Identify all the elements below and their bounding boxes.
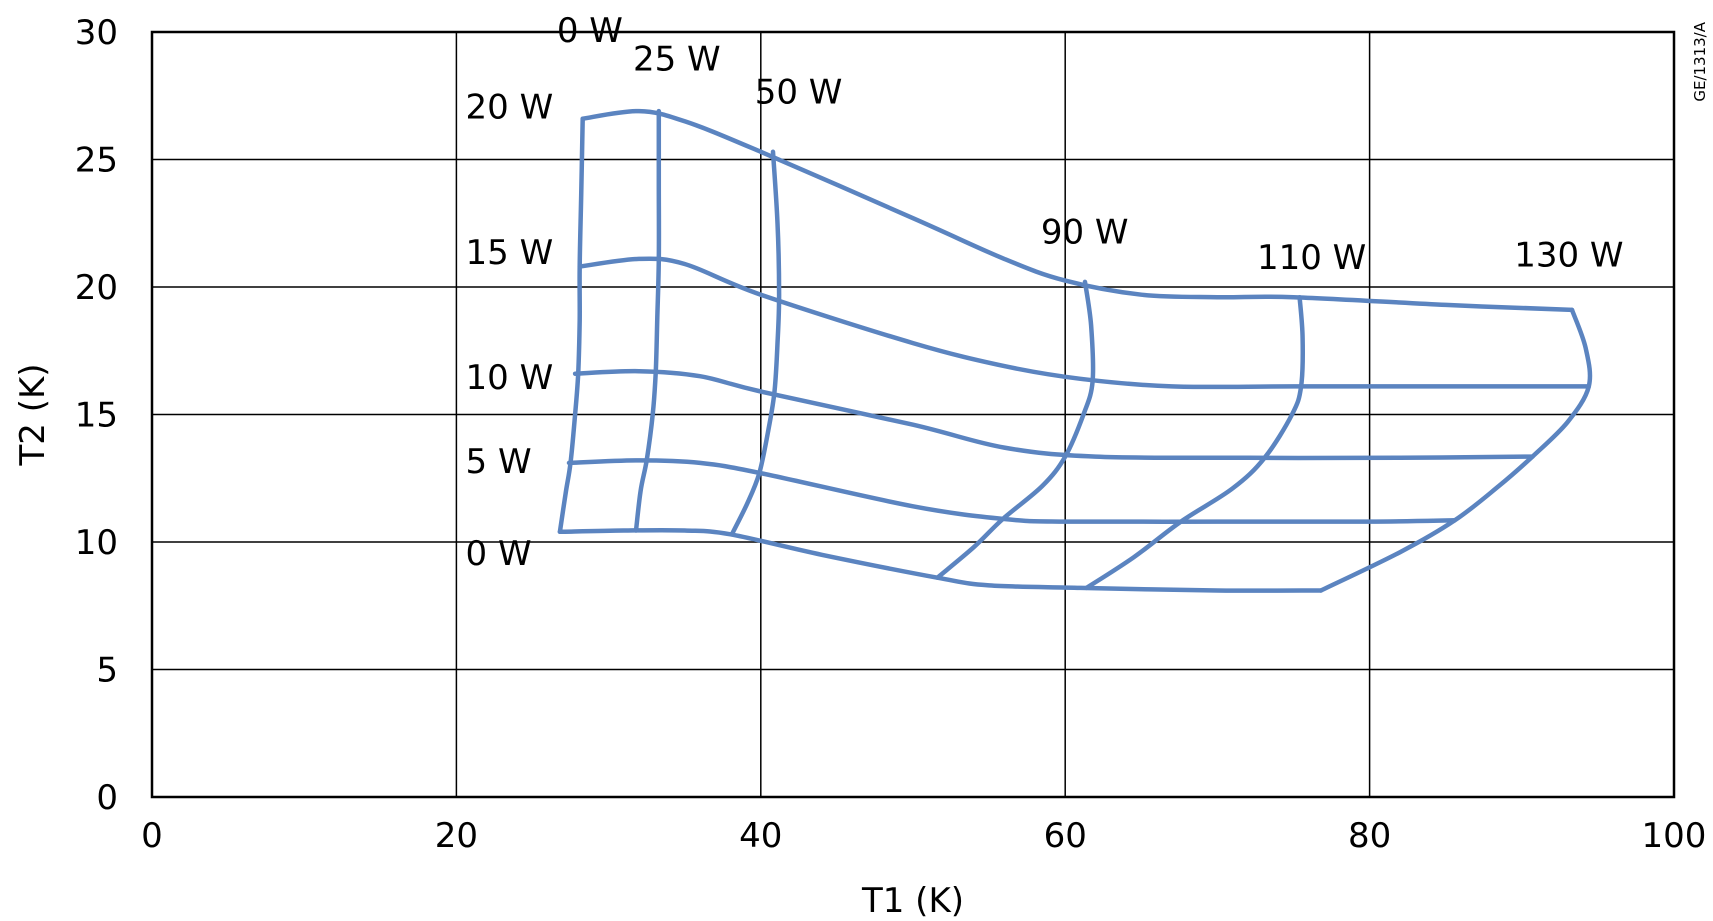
x-tick-labels: 0 20 40 60 80 100 (141, 816, 1706, 856)
figure-id-label: GE/1313/A (1691, 21, 1709, 101)
y-tick-label: 10 (75, 523, 118, 563)
stage1-curve-50w (729, 149, 782, 537)
curve-label: 25 W (633, 39, 721, 79)
stage2-curve-5w (566, 458, 1458, 525)
y-tick-label: 20 (75, 268, 118, 308)
x-tick-label: 60 (1044, 816, 1087, 856)
y-tick-label: 30 (75, 13, 118, 53)
x-tick-label: 0 (141, 816, 163, 856)
curve-label: 10 W (466, 358, 554, 398)
x-tick-label: 20 (435, 816, 478, 856)
plot-area-frame (150, 30, 1676, 799)
curve-label: 5 W (466, 442, 532, 482)
curve-label: 0 W (466, 534, 532, 574)
y-tick-label: 15 (75, 396, 118, 436)
x-tick-label: 100 (1642, 816, 1707, 856)
series-curves (557, 108, 1593, 593)
stage2-curve-10w (572, 368, 1535, 461)
curve-label: 15 W (466, 233, 554, 273)
y-tick-labels: 0 5 10 15 20 25 30 (75, 13, 118, 818)
curve-label: 110 W (1257, 238, 1366, 278)
stage1-curve-130w (1318, 307, 1593, 593)
stage2-curve-15w (577, 256, 1592, 390)
grid-lines (152, 32, 1674, 797)
stage1-curve-0w (557, 116, 585, 535)
curve-label: 20 W (466, 88, 554, 128)
stage1-curve-25w (633, 108, 662, 533)
stage2-curve-0w (557, 527, 1324, 593)
y-tick-label: 5 (96, 651, 118, 691)
stage1-curve-110w (1084, 294, 1305, 591)
y-tick-label: 0 (96, 778, 118, 818)
stage2-curve-20w (580, 108, 1575, 313)
y-axis-title: T2 (K) (13, 363, 53, 466)
x-tick-label: 80 (1348, 816, 1391, 856)
curve-label: 90 W (1041, 213, 1129, 253)
curve-label: 130 W (1514, 236, 1623, 276)
x-axis-title: T1 (K) (861, 881, 964, 921)
x-tick-label: 40 (739, 816, 782, 856)
curve-label: 50 W (755, 72, 843, 112)
stage1-curve-90w (935, 279, 1096, 580)
y-tick-label: 25 (75, 141, 118, 181)
curve-label: 0 W (557, 11, 623, 51)
